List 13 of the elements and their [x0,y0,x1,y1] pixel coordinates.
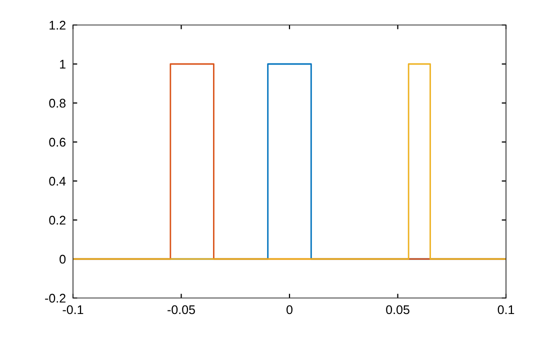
y-tick-label: 0.2 [49,216,66,225]
y-tick-label: -0.2 [45,294,66,303]
y-tick-label: 0.8 [49,98,66,108]
y-tick-label: 1.2 [50,20,66,30]
x-tick-label: -0.1 [62,305,84,314]
y-tick-label: 0 [60,254,66,264]
x-tick-label: 0.05 [386,305,410,314]
x-tick-label: -0.05 [168,305,195,314]
x-tick-label: 0.1 [498,305,514,314]
y-tick-label: 1 [60,60,66,69]
y-tick-label: 0.4 [49,176,66,186]
y-tick-label: 0.6 [49,138,66,147]
x-tick-label: 0 [286,305,292,314]
